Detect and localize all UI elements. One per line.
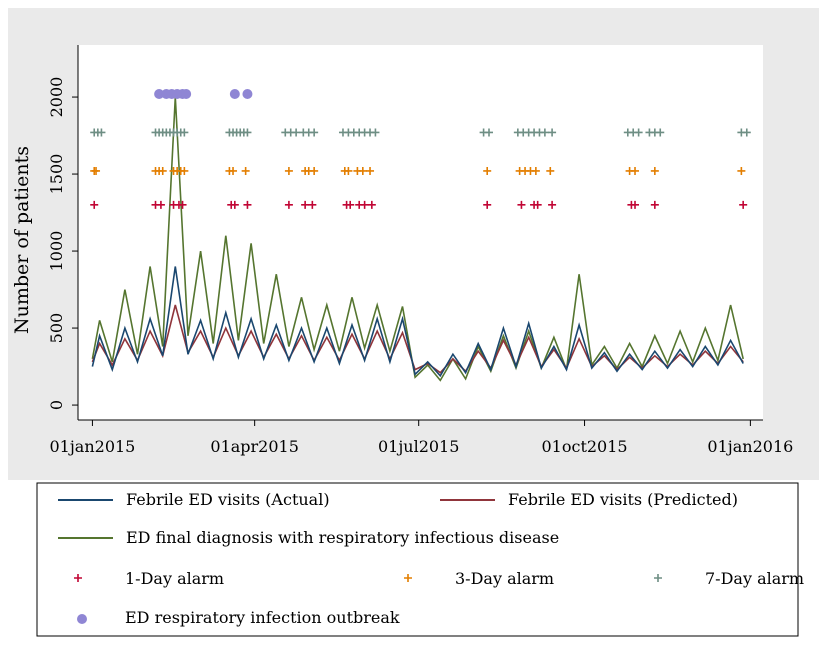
alarm-marker [178,200,187,209]
y-tick-label: 1500 [47,154,66,195]
alarm-marker [548,200,557,209]
alarm-marker [656,128,665,137]
outbreak-marker [181,88,192,99]
x-tick-label: 01apr2015 [210,437,299,456]
alarm-marker [229,166,238,175]
legend-label: ED respiratory infection outbreak [125,608,400,627]
alarm-marker [367,200,376,209]
alarm-marker [360,200,369,209]
alarm-marker [292,128,301,137]
outbreak-marker [154,88,165,99]
alarm-marker [241,166,250,175]
alarm-marker [158,166,167,175]
alarm-marker [531,166,540,175]
alarm-marker [180,166,189,175]
alarm-marker [230,200,239,209]
x-tick-label: 01jul2015 [378,437,459,456]
alarm-marker [243,200,252,209]
alarm-marker [371,128,380,137]
legend-swatch [404,574,412,582]
alarm-marker [737,166,746,175]
alarm-marker [310,128,319,137]
alarm-marker [631,200,640,209]
legend-label: ED final diagnosis with respiratory infe… [126,528,559,547]
y-tick-label: 500 [47,313,66,344]
alarm-marker [358,166,367,175]
alarm-marker [243,128,252,137]
legend-label: Febrile ED visits (Actual) [126,490,330,509]
alarm-marker [483,166,492,175]
alarm-marker [533,200,542,209]
legend-label: 7-Day alarm [705,569,804,588]
alarm-marker [310,166,319,175]
alarm-marker [344,166,353,175]
outbreak-marker [242,88,253,99]
y-tick-label: 2000 [47,77,66,118]
alarm-marker [284,200,293,209]
legend-swatch [654,574,662,582]
alarm-marker [739,200,748,209]
alarm-marker [485,128,493,137]
plot-area [78,45,763,420]
alarm-marker [650,200,659,209]
alarm-marker [742,128,751,137]
alarm-marker [540,128,549,137]
alarm-marker [631,166,640,175]
series-line [91,266,744,378]
x-tick-label: 01oct2015 [541,437,627,456]
alarm-marker [92,166,101,175]
series-line [91,97,744,382]
alarm-marker [180,128,189,137]
outbreak-marker [229,88,240,99]
x-tick-label: 01jan2015 [49,437,135,456]
x-tick-label: 01jan2016 [707,437,793,456]
legend-label: 3-Day alarm [455,569,554,588]
alarm-marker [546,166,555,175]
series-line [91,304,744,374]
alarm-marker [156,200,165,209]
alarm-marker [650,166,659,175]
legend-label: Febrile ED visits (Predicted) [508,490,738,509]
legend-swatch [74,574,82,582]
y-tick-label: 0 [47,400,66,410]
y-tick-label: 1000 [47,231,66,272]
alarm-marker [346,200,355,209]
alarm-marker [483,200,492,209]
legend [36,482,799,637]
legend-label: 1-Day alarm [125,569,224,588]
alarm-marker [308,200,317,209]
alarm-marker [634,128,643,137]
legend-swatch [77,614,87,624]
alarm-marker [366,166,375,175]
alarm-marker [284,166,293,175]
alarm-marker [548,128,557,137]
alarm-marker [517,200,526,209]
alarm-marker [90,200,99,209]
alarm-marker [97,128,106,137]
alarm-marker [301,200,310,209]
y-axis-title: Number of patients [11,146,33,334]
